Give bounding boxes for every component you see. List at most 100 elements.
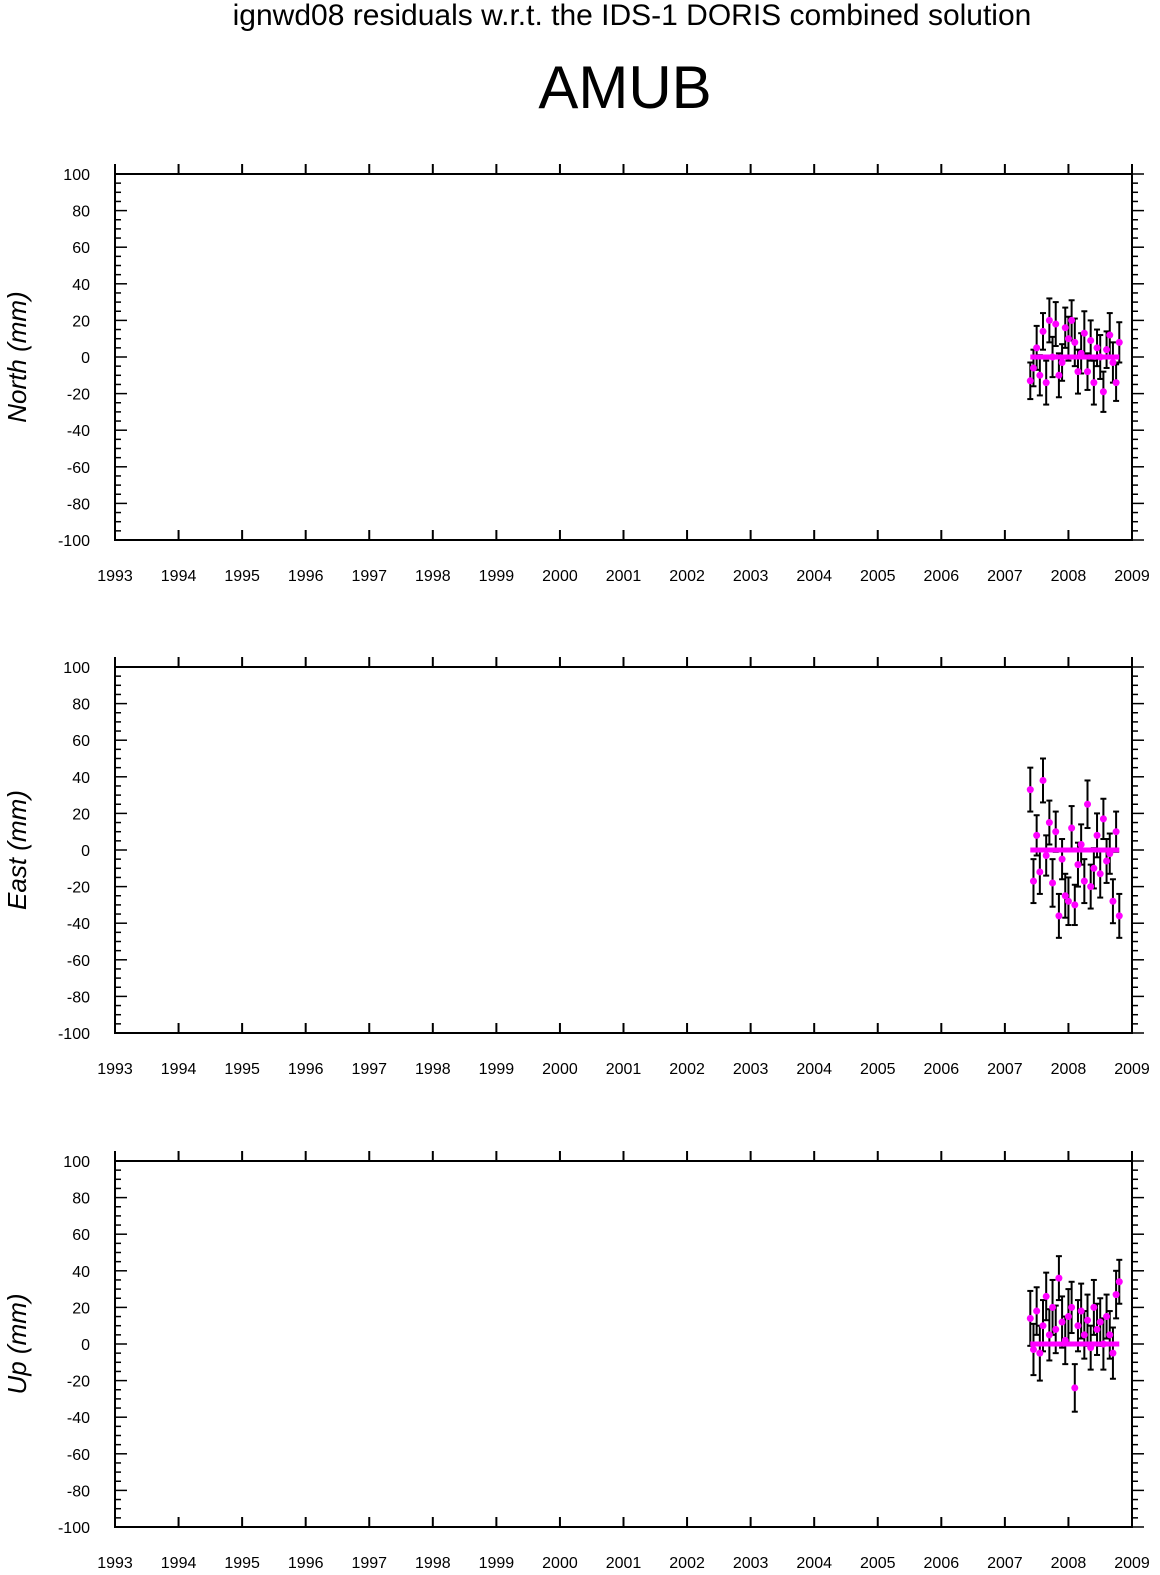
- data-point: [1026, 786, 1034, 794]
- y-tick-label: -80: [67, 1483, 90, 1500]
- data-point: [1115, 338, 1123, 346]
- data-point: [1068, 316, 1076, 324]
- y-tick-label: 60: [72, 1227, 90, 1244]
- data-point: [1115, 912, 1123, 920]
- x-tick-label: 1996: [288, 1555, 324, 1572]
- data-point: [1090, 1303, 1098, 1311]
- data-point: [1071, 1384, 1079, 1392]
- x-tick-label: 2006: [924, 1555, 960, 1572]
- y-tick-label: -40: [67, 916, 90, 933]
- x-tick-label: 2000: [542, 1061, 578, 1078]
- data-point: [1096, 1318, 1104, 1326]
- data-point: [1093, 344, 1101, 352]
- y-tick-label: 80: [72, 204, 90, 221]
- data-point: [1084, 368, 1092, 376]
- data-point: [1103, 857, 1111, 865]
- x-tick-label: 2005: [860, 1555, 896, 1572]
- data-point: [1064, 1313, 1072, 1321]
- x-tick-label: 1995: [224, 1555, 260, 1572]
- y-tick-label: -20: [67, 1374, 90, 1391]
- y-tick-label: 80: [72, 697, 90, 714]
- x-tick-label: 2002: [669, 1555, 705, 1572]
- y-tick-label: -20: [67, 880, 90, 897]
- y-tick-label: 20: [72, 313, 90, 330]
- data-point: [1093, 831, 1101, 839]
- x-tick-label: 2005: [860, 1061, 896, 1078]
- x-tick-label: 1995: [224, 568, 260, 585]
- data-point: [1039, 776, 1047, 784]
- data-point: [1055, 371, 1063, 379]
- x-tick-label: 2003: [733, 1061, 769, 1078]
- data-point: [1074, 368, 1082, 376]
- x-tick-label: 2005: [860, 568, 896, 585]
- y-axis-label: Up (mm): [2, 1293, 32, 1394]
- y-axis-label: East (mm): [2, 790, 32, 910]
- data-point: [1080, 1331, 1088, 1339]
- data-point: [1064, 335, 1072, 343]
- panels: 1993 1994 1995 1996 1997 1998 1999 2000 2001 2002…: [2, 164, 1150, 1572]
- data-point: [1103, 1313, 1111, 1321]
- y-tick-label: 40: [72, 1264, 90, 1281]
- data-point: [1099, 815, 1107, 823]
- data-point: [1058, 855, 1066, 863]
- y-tick-label: 60: [72, 733, 90, 750]
- data-point: [1099, 388, 1107, 396]
- x-tick-label: 1993: [97, 568, 133, 585]
- y-tick-label: 100: [63, 660, 90, 677]
- data-point: [1061, 892, 1069, 900]
- x-tick-label: 1995: [224, 1061, 260, 1078]
- y-tick-label: -100: [58, 533, 90, 550]
- data-point: [1090, 379, 1098, 387]
- data-point: [1109, 358, 1117, 366]
- y-tick-label: 60: [72, 240, 90, 257]
- x-tick-label: 2003: [733, 568, 769, 585]
- x-tick-label: 2009: [1114, 1555, 1150, 1572]
- x-tick-label: 2008: [1051, 1555, 1087, 1572]
- x-tick-label: 1994: [161, 568, 197, 585]
- plot-frame: [114, 666, 1133, 1034]
- data-point: [1052, 828, 1060, 836]
- y-tick-label: -80: [67, 496, 90, 513]
- figure-suptitle: ignwd08 residuals w.r.t. the IDS-1 DORIS…: [233, 0, 1032, 32]
- x-tick-label: 2006: [924, 568, 960, 585]
- data-point: [1052, 1325, 1060, 1333]
- x-tick-label: 2003: [733, 1555, 769, 1572]
- data-point: [1026, 377, 1034, 385]
- x-tick-label: 2004: [796, 1061, 832, 1078]
- data-point: [1064, 897, 1072, 905]
- x-tick-label: 2008: [1051, 568, 1087, 585]
- data-point: [1055, 1274, 1063, 1282]
- data-point: [1087, 883, 1095, 891]
- x-tick-label: 2007: [987, 568, 1023, 585]
- x-tick-label: 1996: [288, 568, 324, 585]
- data-point: [1112, 828, 1120, 836]
- y-tick-label: -40: [67, 423, 90, 440]
- data-point: [1049, 1303, 1057, 1311]
- x-tick-label: 1993: [97, 1555, 133, 1572]
- x-tick-label: 1993: [97, 1061, 133, 1078]
- data-point: [1039, 1322, 1047, 1330]
- x-tick-label: 2001: [606, 1061, 642, 1078]
- data-point: [1029, 877, 1037, 885]
- x-tick-label: 1994: [161, 1061, 197, 1078]
- data-point: [1087, 337, 1095, 345]
- data-point: [1080, 877, 1088, 885]
- data-point: [1055, 912, 1063, 920]
- x-tick-label: 2001: [606, 1555, 642, 1572]
- data-point: [1036, 371, 1044, 379]
- plot-frame: [114, 1160, 1133, 1528]
- data-point: [1033, 344, 1041, 352]
- y-tick-label: 100: [63, 167, 90, 184]
- x-tick-label: 2000: [542, 1555, 578, 1572]
- data-point: [1115, 1278, 1123, 1286]
- y-tick-label: -20: [67, 387, 90, 404]
- x-tick-label: 1999: [479, 568, 515, 585]
- panel-2: 1993 1994 1995 1996 1997 1998 1999 2000 2001 2002…: [2, 657, 1150, 1078]
- data-point: [1042, 1292, 1050, 1300]
- data-point: [1071, 901, 1079, 909]
- data-point: [1042, 379, 1050, 387]
- y-tick-label: -100: [58, 1520, 90, 1537]
- data-point: [1061, 324, 1069, 332]
- y-tick-label: 40: [72, 770, 90, 787]
